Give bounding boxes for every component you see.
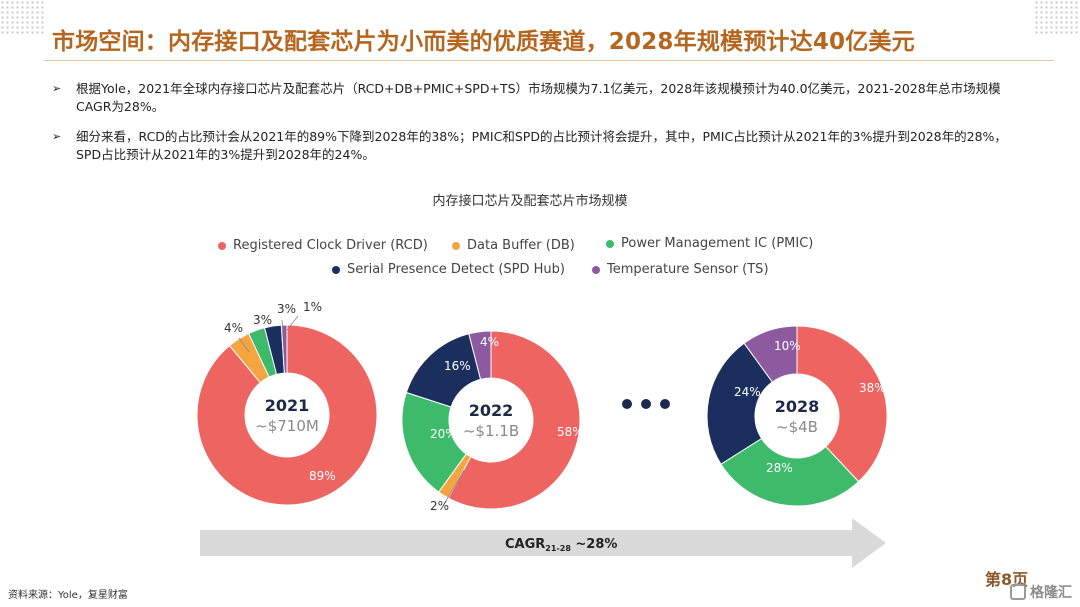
donut-hole bbox=[449, 378, 533, 462]
donut-year-label: 2022 bbox=[469, 401, 514, 420]
page-title: 市场空间：内存接口及配套芯片为小而美的优质赛道，2028年规模预计达40亿美元 bbox=[52, 29, 915, 55]
legend-item-db: Data Buffer (DB) bbox=[452, 238, 575, 253]
legend-item-rcd: Registered Clock Driver (RCD) bbox=[218, 238, 428, 253]
ellipsis-dots bbox=[622, 394, 679, 413]
leader-line bbox=[281, 319, 284, 331]
cagr-value: ~28% bbox=[571, 537, 618, 552]
slice-label-spd: 24% bbox=[734, 385, 761, 399]
bullet-arrow-icon: ➢ bbox=[52, 82, 62, 95]
legend-swatch bbox=[606, 239, 614, 248]
slice-label-ts: 4% bbox=[480, 335, 499, 349]
slice-label-ts: 10% bbox=[774, 339, 801, 353]
leader-line bbox=[261, 329, 267, 341]
cagr-prefix: CAGR bbox=[505, 537, 545, 552]
legend-swatch bbox=[592, 265, 600, 274]
leader-line bbox=[238, 337, 250, 353]
legend-swatch bbox=[332, 265, 340, 274]
legend-item-spd: Serial Presence Detect (SPD Hub) bbox=[332, 262, 565, 277]
legend-label: Registered Clock Driver (RCD) bbox=[233, 238, 428, 253]
chart-title: 内存接口芯片及配套芯片市场规模 bbox=[432, 194, 628, 209]
cagr-label: CAGR21-28 ~28% bbox=[505, 537, 617, 553]
leader-line bbox=[442, 469, 465, 507]
slice-label-spd: 16% bbox=[444, 359, 471, 373]
legend-item-ts: Temperature Sensor (TS) bbox=[592, 262, 769, 277]
bullet-arrow-icon: ➢ bbox=[52, 130, 62, 143]
slice-label-rcd: 89% bbox=[309, 469, 336, 483]
cagr-arrow-shape bbox=[200, 518, 886, 568]
slice-label-pmic: 20% bbox=[430, 427, 457, 441]
legend-label: Power Management IC (PMIC) bbox=[621, 236, 814, 251]
source-note: 资料来源：Yole，复星财富 bbox=[8, 590, 128, 601]
slice-label-pmic: 28% bbox=[766, 461, 793, 475]
ellipsis-dot bbox=[660, 399, 670, 409]
legend-item-pmic: Power Management IC (PMIC) bbox=[606, 236, 813, 251]
donut-year-label: 2021 bbox=[265, 396, 310, 415]
legend-swatch bbox=[218, 241, 226, 250]
slice-label-db: 2% bbox=[430, 499, 449, 513]
title-divider bbox=[44, 60, 1054, 61]
legend-label: Serial Presence Detect (SPD Hub) bbox=[347, 262, 565, 277]
slice-label-rcd: 38% bbox=[859, 381, 886, 395]
ellipsis-dot bbox=[622, 399, 632, 409]
bullet-text: 细分来看，RCD的占比预计会从2021年的89%下降到2028年的38%；PMI… bbox=[76, 129, 1007, 162]
donut-hole bbox=[755, 374, 839, 458]
donut-size-label: ~$710M bbox=[255, 417, 319, 435]
donut-hole bbox=[245, 373, 329, 457]
cagr-subscript: 21-28 bbox=[545, 544, 571, 553]
donut-size-label: ~$4B bbox=[776, 418, 818, 436]
slice-label-ts: 1% bbox=[303, 300, 322, 314]
slice-label-spd: 3% bbox=[277, 302, 296, 316]
watermark-text: 格隆汇 bbox=[1030, 585, 1072, 601]
legend-swatch bbox=[452, 241, 460, 250]
bullet-text: 根据Yole，2021年全球内存接口芯片及配套芯片（RCD+DB+PMIC+SP… bbox=[76, 81, 1001, 114]
slice-label-pmic: 3% bbox=[253, 313, 272, 327]
slice-label-db: 4% bbox=[224, 321, 243, 335]
ellipsis-dot bbox=[641, 399, 651, 409]
legend-label: Data Buffer (DB) bbox=[467, 238, 575, 253]
donut-size-label: ~$1.1B bbox=[463, 422, 519, 440]
legend-label: Temperature Sensor (TS) bbox=[607, 262, 769, 277]
watermark-logo-icon bbox=[1010, 584, 1026, 600]
donut-slice-spd bbox=[706, 342, 774, 465]
donut-year-label: 2028 bbox=[775, 397, 820, 416]
decorative-dots-left bbox=[0, 0, 46, 34]
leader-line bbox=[286, 315, 299, 331]
slice-label-rcd: 58% bbox=[557, 425, 584, 439]
decorative-dots-right bbox=[1034, 0, 1080, 34]
watermark: 格隆汇 bbox=[1010, 582, 1072, 602]
